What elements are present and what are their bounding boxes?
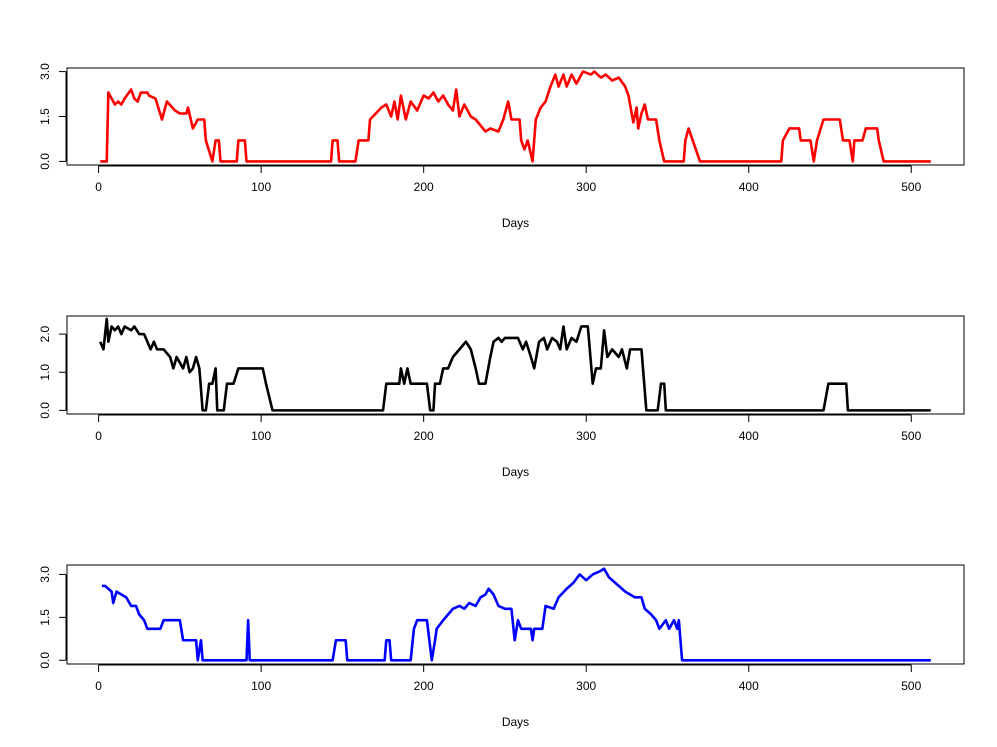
x-axis-title: Days [502, 465, 529, 479]
plot-frame [66, 67, 965, 166]
x-tick-label: 500 [901, 429, 921, 443]
x-tick-label: 300 [576, 429, 596, 443]
x-tick-label: 200 [414, 429, 434, 443]
y-tick-label: 1.0 [38, 364, 52, 381]
x-tick-label: 400 [739, 679, 759, 693]
y-tick-label: 0.0 [38, 402, 52, 419]
x-axis-title: Days [502, 216, 529, 230]
x-tick-label: 100 [251, 180, 271, 194]
x-tick-label: 0 [95, 429, 102, 443]
x-tick-label: 300 [576, 679, 596, 693]
y-tick-label: 3.0 [38, 63, 52, 80]
data-line [100, 70, 931, 163]
plot-frame [66, 564, 965, 665]
x-tick-label: 500 [901, 180, 921, 194]
plot-frame [66, 315, 965, 415]
y-tick-label: 1.5 [38, 609, 52, 626]
data-line [101, 567, 931, 662]
x-tick-label: 400 [739, 180, 759, 194]
x-tick-label: 100 [251, 679, 271, 693]
y-tick-label: 2.0 [38, 325, 52, 342]
x-tick-label: 0 [95, 679, 102, 693]
x-tick-label: 400 [739, 429, 759, 443]
x-tick-label: 0 [95, 180, 102, 194]
y-tick-label: 0.0 [38, 652, 52, 669]
x-tick-label: 100 [251, 429, 271, 443]
y-tick-label: 0.0 [38, 153, 52, 170]
x-tick-label: 300 [576, 180, 596, 194]
x-tick-label: 200 [414, 679, 434, 693]
x-axis-title: Days [502, 715, 529, 729]
y-tick-label: 3.0 [38, 566, 52, 583]
x-tick-label: 500 [901, 679, 921, 693]
x-tick-label: 200 [414, 180, 434, 194]
data-line [99, 317, 931, 412]
y-tick-label: 1.5 [38, 108, 52, 125]
